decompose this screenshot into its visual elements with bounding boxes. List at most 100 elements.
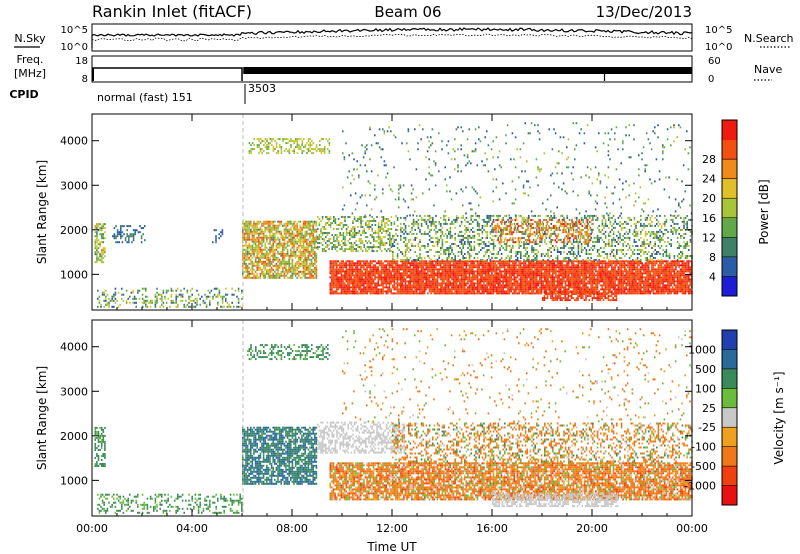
scatter-cell <box>256 230 258 233</box>
scatter-cell <box>245 262 247 265</box>
scatter-cell <box>385 280 388 283</box>
scatter-cell <box>294 274 297 277</box>
scatter-cell <box>417 274 420 277</box>
scatter-cell <box>323 238 325 241</box>
scatter-cell <box>494 272 496 275</box>
scatter-cell <box>307 144 310 147</box>
scatter-cell <box>304 254 306 257</box>
scatter-cell <box>439 266 442 269</box>
scatter-cell <box>369 226 372 228</box>
scatter-cell <box>282 252 284 255</box>
scatter-cell <box>567 262 570 265</box>
scatter-cell <box>361 274 364 277</box>
scatter-cell <box>251 250 254 253</box>
scatter-cell <box>283 258 286 261</box>
scatter-cell <box>481 292 484 295</box>
scatter-cell <box>583 274 586 277</box>
scatter-cell <box>272 268 274 271</box>
scatter-cell <box>248 256 250 259</box>
scatter-cell <box>451 274 453 277</box>
scatter-cell <box>275 266 278 269</box>
scatter-cell <box>229 305 232 308</box>
scatter-cell <box>359 274 362 277</box>
scatter-cell <box>170 301 173 304</box>
scatter-cell <box>99 243 101 246</box>
scatter-cell <box>353 278 356 281</box>
scatter-cell <box>161 293 163 296</box>
scatter-cell <box>173 301 176 304</box>
scatter-cell <box>374 224 377 226</box>
scatter-cell <box>329 290 332 293</box>
scatter-cell <box>553 282 556 285</box>
scatter-cell <box>331 282 333 285</box>
scatter-cell <box>537 292 540 295</box>
scatter-cell <box>435 286 437 289</box>
scatter-cell <box>431 286 434 289</box>
scatter-cell <box>100 303 102 306</box>
scatter-cell <box>430 288 432 291</box>
scatter-cell <box>315 246 318 249</box>
scatter-cell <box>433 266 436 269</box>
scatter-cell <box>310 274 313 277</box>
scatter-cell <box>326 218 329 220</box>
scatter-cell <box>563 272 565 275</box>
scatter-cell <box>277 246 279 249</box>
scatter-cell <box>241 289 243 292</box>
scatter-cell <box>441 262 444 265</box>
scatter-cell <box>347 270 349 273</box>
scatter-cell <box>149 305 152 308</box>
scatter-cell <box>285 230 287 233</box>
scatter-cell <box>250 228 252 231</box>
scatter-cell <box>404 270 407 273</box>
scatter-cell <box>513 280 516 283</box>
scatter-cell <box>545 268 548 271</box>
scatter-cell <box>561 266 564 269</box>
nave-label: Nave <box>754 63 782 76</box>
scatter-cell <box>523 290 525 293</box>
scatter-cell <box>395 260 397 263</box>
scatter-cell <box>486 266 488 269</box>
scatter-cell <box>299 230 302 233</box>
scatter-cell <box>363 274 365 277</box>
scatter-cell <box>593 282 596 285</box>
scatter-cell <box>339 222 341 224</box>
scatter-cell <box>467 276 469 279</box>
scatter-cell <box>439 268 442 271</box>
scatter-cell <box>521 272 524 275</box>
scatter-cell <box>606 262 608 265</box>
scatter-cell <box>250 150 252 153</box>
scatter-cell <box>339 270 341 273</box>
scatter-cell <box>246 274 249 277</box>
scatter-cell <box>371 292 373 295</box>
scatter-cell <box>515 268 517 271</box>
scatter-cell <box>567 274 570 277</box>
scatter-cell <box>154 303 157 306</box>
power-scatter-cells <box>94 122 693 308</box>
scatter-cell <box>439 292 442 295</box>
scatter-cell <box>603 288 605 291</box>
scatter-cell <box>335 292 338 295</box>
scatter-cell <box>246 266 249 269</box>
scatter-cell <box>374 290 376 293</box>
scatter-cell <box>339 282 341 285</box>
scatter-cell <box>280 274 282 277</box>
scatter-cell <box>262 240 265 243</box>
scatter-cell <box>196 289 198 292</box>
scatter-cell <box>340 284 343 287</box>
scatter-cell <box>353 282 356 285</box>
scatter-cell <box>131 233 133 236</box>
scatter-cell <box>623 278 626 281</box>
scatter-cell <box>590 270 592 273</box>
scatter-cell <box>550 286 552 289</box>
scatter-cell <box>277 230 279 233</box>
scatter-cell <box>516 282 519 285</box>
scatter-cell <box>254 238 257 241</box>
scatter-cell <box>495 288 498 291</box>
scatter-cell <box>245 276 247 279</box>
scatter-cell <box>331 266 333 269</box>
scatter-cell <box>282 260 284 263</box>
scatter-cell <box>115 237 117 240</box>
scatter-cell <box>611 260 613 263</box>
scatter-cell <box>347 280 349 283</box>
scatter-cell <box>274 276 276 279</box>
